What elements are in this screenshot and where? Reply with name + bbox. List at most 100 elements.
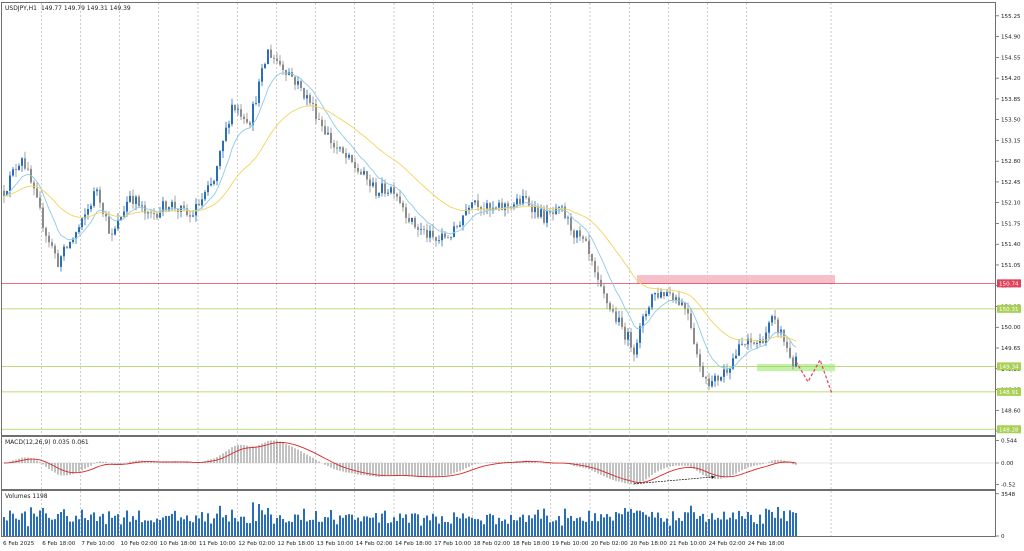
volume-tick-label: 0	[1001, 534, 1005, 540]
volume-bar	[33, 513, 35, 536]
volume-bar	[627, 511, 629, 536]
time-axis-label: 12 Feb 02:00	[238, 541, 275, 547]
candle-body	[381, 183, 383, 193]
candle-body	[357, 167, 359, 172]
price-tick-label: 153.15	[1001, 138, 1021, 144]
volume-bar	[573, 520, 575, 536]
volume-bar	[249, 523, 251, 536]
volume-bar	[420, 525, 422, 536]
candle-body	[114, 228, 116, 235]
candle-body	[291, 71, 293, 77]
candle-body	[228, 124, 230, 128]
volume-bar	[516, 520, 518, 536]
volume-bar	[582, 520, 584, 536]
volume-bar	[42, 507, 44, 536]
candle-body	[174, 201, 176, 210]
volume-bar	[540, 518, 542, 536]
candle-body	[309, 95, 311, 104]
volume-bar	[147, 520, 149, 536]
volume-bar	[288, 521, 290, 536]
candle-body	[240, 109, 242, 117]
ma-fast-line	[3, 72, 797, 369]
candle-body	[789, 347, 791, 358]
volume-bar	[51, 519, 53, 536]
volume-bar	[156, 518, 158, 536]
candle-body	[18, 165, 20, 171]
volume-bar	[312, 519, 314, 536]
volume-bar	[9, 510, 11, 536]
price-tick-label: 155.25	[1001, 14, 1021, 20]
volume-bar	[459, 518, 461, 536]
volume-bar	[489, 513, 491, 536]
volume-bar	[240, 516, 242, 536]
volume-bar	[432, 513, 434, 536]
candle-body	[102, 202, 104, 214]
volume-bar	[282, 518, 284, 536]
candle-body	[348, 154, 350, 158]
candle-body	[216, 166, 218, 182]
volume-bar	[765, 508, 767, 536]
volume-bar	[132, 516, 134, 536]
candle-body	[630, 332, 632, 348]
volume-title: Volumes 1198	[5, 493, 48, 500]
candles	[3, 44, 797, 391]
volume-bar	[534, 514, 536, 536]
time-axis-label: 24 Feb 18:00	[748, 541, 785, 547]
level-label-bg	[997, 279, 1021, 288]
candle-body	[744, 343, 746, 345]
volume-bar	[297, 514, 299, 536]
volume-bar	[279, 515, 281, 536]
volume-bar	[414, 513, 416, 536]
volume-bar	[126, 510, 128, 536]
volume-bar	[372, 517, 374, 536]
volume-bar	[396, 520, 398, 536]
volume-bar	[453, 512, 455, 536]
candle-body	[33, 182, 35, 189]
volume-bar	[321, 521, 323, 536]
candle-body	[441, 233, 443, 241]
volume-bar	[585, 521, 587, 536]
price-tick-label: 153.50	[1001, 118, 1021, 124]
candle-body	[753, 342, 755, 344]
volume-bar	[597, 521, 599, 536]
candle-body	[51, 242, 53, 246]
candle-body	[501, 202, 503, 210]
volume-bar	[528, 515, 530, 536]
volume-bar	[135, 519, 137, 536]
candle-body	[660, 291, 662, 298]
time-axis-label: 17 Feb 10:00	[434, 541, 471, 547]
volume-bar	[210, 523, 212, 536]
candle-body	[417, 227, 419, 230]
volume-bar	[267, 507, 269, 536]
candle-body	[267, 49, 269, 65]
time-axis-label: 7 Feb 10:00	[81, 541, 115, 547]
candle-body	[36, 188, 38, 198]
volume-bar	[681, 520, 683, 536]
volume-bar	[543, 508, 545, 536]
volume-bar	[162, 517, 164, 536]
candle-body	[9, 175, 11, 191]
candle-body	[537, 206, 539, 217]
candle-body	[276, 58, 278, 61]
level-label: 149.34	[999, 364, 1019, 370]
candle-body	[264, 64, 266, 69]
volume-bar	[513, 520, 515, 536]
candle-body	[315, 104, 317, 120]
volume-bar	[189, 521, 191, 536]
candle-body	[498, 202, 500, 208]
volume-bar	[636, 510, 638, 536]
volume-bar	[108, 511, 110, 536]
candle-body	[732, 358, 734, 369]
volume-bar	[786, 521, 788, 536]
candle-body	[147, 212, 149, 214]
candle-body	[192, 215, 194, 217]
candle-body	[474, 200, 476, 203]
candle-body	[405, 207, 407, 218]
volume-bar	[522, 514, 524, 536]
candle-body	[162, 201, 164, 213]
candle-body	[303, 88, 305, 99]
volume-bar	[87, 520, 89, 536]
candle-body	[531, 205, 533, 213]
candle-body	[714, 375, 716, 382]
